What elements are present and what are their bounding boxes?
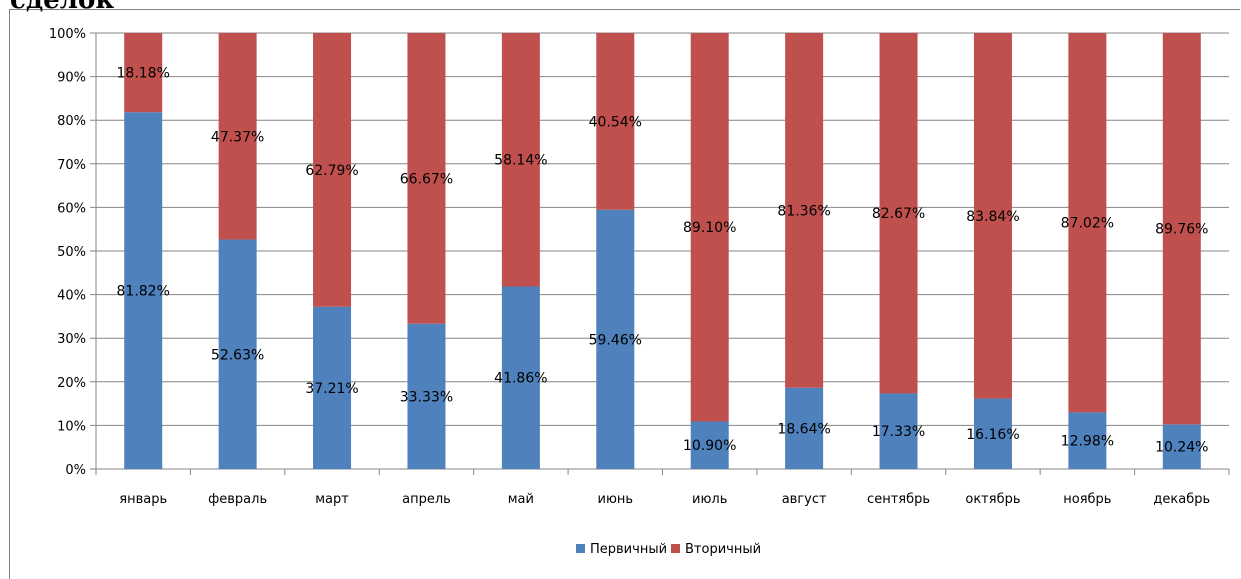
data-label-primary: 10.90%: [683, 438, 736, 454]
data-label-secondary: 66.67%: [400, 171, 453, 187]
bar-secondary: [785, 33, 824, 388]
bar-secondary: [313, 33, 352, 307]
y-tick-label: 80%: [57, 114, 86, 129]
x-tick-label: май: [508, 492, 534, 507]
x-tick-label: июнь: [598, 492, 634, 507]
legend-label-primary: Первичный: [590, 542, 667, 557]
y-tick-label: 40%: [57, 289, 86, 304]
y-tick-label: 0%: [65, 463, 86, 478]
data-label-secondary: 87.02%: [1061, 216, 1114, 232]
bar-primary: [690, 421, 729, 469]
bar-secondary: [407, 33, 446, 324]
bar-secondary: [596, 33, 635, 210]
bar-secondary: [501, 33, 540, 287]
data-label-primary: 16.16%: [966, 427, 1019, 443]
bar-primary: [313, 306, 352, 469]
data-label-secondary: 89.10%: [683, 220, 736, 236]
data-label-secondary: 82.67%: [872, 206, 925, 222]
y-tick-label: 60%: [57, 201, 86, 216]
bar-primary: [596, 209, 635, 469]
bar-secondary: [1162, 33, 1201, 425]
bar-primary: [218, 239, 257, 469]
bar-secondary: [879, 33, 918, 394]
data-label-primary: 10.24%: [1155, 440, 1208, 456]
data-label-secondary: 62.79%: [305, 163, 358, 179]
x-tick-label: ноябрь: [1063, 492, 1111, 507]
x-tick-label: январь: [119, 492, 167, 507]
x-tick-label: март: [315, 492, 349, 507]
y-tick-label: 100%: [49, 27, 86, 42]
data-label-secondary: 18.18%: [117, 66, 170, 82]
y-tick-label: 70%: [57, 158, 86, 173]
y-tick-label: 10%: [57, 419, 86, 434]
data-label-secondary: 58.14%: [494, 153, 547, 169]
data-label-primary: 59.46%: [589, 332, 642, 348]
data-label-secondary: 47.37%: [211, 129, 264, 145]
data-label-primary: 81.82%: [117, 284, 170, 300]
legend-label-secondary: Вторичный: [685, 542, 761, 557]
data-label-secondary: 89.76%: [1155, 222, 1208, 238]
bar-primary: [1068, 412, 1107, 469]
x-tick-label: октябрь: [965, 492, 1020, 507]
y-tick-label: 50%: [57, 245, 86, 260]
heading-fragment: сделок: [10, 0, 115, 15]
x-tick-label: декабрь: [1153, 492, 1210, 507]
legend-swatch-secondary: [671, 544, 680, 553]
bar-secondary: [690, 33, 729, 422]
data-label-primary: 52.63%: [211, 347, 264, 363]
x-tick-label: февраль: [208, 492, 267, 507]
data-label-primary: 18.64%: [777, 421, 830, 437]
data-label-secondary: 83.84%: [966, 209, 1019, 225]
x-tick-label: апрель: [402, 492, 451, 507]
bar-secondary: [1068, 33, 1107, 413]
bar-primary: [785, 387, 824, 469]
x-tick-label: август: [782, 492, 827, 507]
x-tick-label: июль: [692, 492, 727, 507]
y-tick-label: 20%: [57, 376, 86, 391]
bar-primary: [973, 398, 1012, 469]
bar-primary: [1162, 424, 1201, 469]
data-label-primary: 17.33%: [872, 424, 925, 440]
y-tick-label: 90%: [57, 71, 86, 86]
data-label-primary: 41.86%: [494, 371, 547, 387]
data-label-secondary: 81.36%: [777, 203, 830, 219]
data-label-primary: 33.33%: [400, 389, 453, 405]
bar-primary: [501, 286, 540, 469]
bar-secondary: [973, 33, 1012, 399]
bar-secondary: [124, 33, 163, 113]
y-tick-label: 30%: [57, 332, 86, 347]
x-tick-label: сентябрь: [867, 492, 930, 507]
bar-primary: [124, 112, 163, 469]
bar-secondary: [218, 33, 257, 240]
bar-primary: [879, 393, 918, 469]
data-label-secondary: 40.54%: [589, 114, 642, 130]
data-label-primary: 12.98%: [1061, 434, 1114, 450]
legend-swatch-primary: [576, 544, 585, 553]
data-label-primary: 37.21%: [305, 381, 358, 397]
bar-primary: [407, 323, 446, 469]
